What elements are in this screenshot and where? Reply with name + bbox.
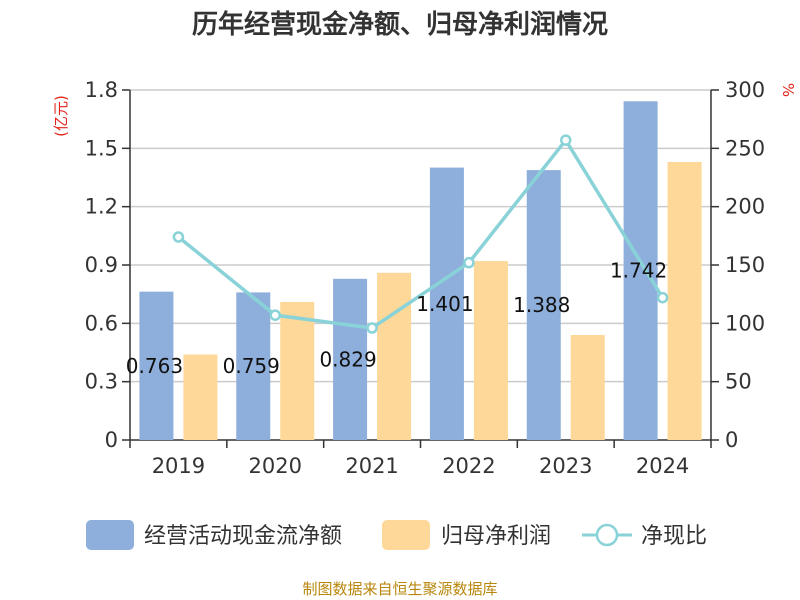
y-right-tick-label: 50 xyxy=(725,370,752,394)
y-right-tick-label: 150 xyxy=(725,253,765,277)
y-right-axis-title: % xyxy=(779,83,797,97)
y-left-tick-label: 0 xyxy=(105,428,118,452)
cash-flow-bar xyxy=(236,292,271,440)
x-tick-label: 2022 xyxy=(442,454,495,478)
bar-value-label: 0.829 xyxy=(319,347,376,371)
ratio-line-point xyxy=(656,291,669,304)
cash-flow-bar xyxy=(333,278,368,440)
net-profit-bar xyxy=(667,161,702,440)
ratio-line-point xyxy=(560,134,572,146)
bars xyxy=(139,101,702,441)
y-left-tick-label: 1.5 xyxy=(85,136,118,160)
bar-value-label: 1.401 xyxy=(416,292,473,316)
legend-swatch-cash-flow xyxy=(86,520,134,550)
chart-title: 历年经营现金净额、归母净利润情况 xyxy=(191,10,608,40)
ratio-line-point xyxy=(366,322,378,334)
source-note: 制图数据来自恒生聚源数据库 xyxy=(302,580,498,598)
y-left-tick-label: 0.6 xyxy=(85,311,118,335)
ratio-line-point xyxy=(172,231,185,243)
ratio-line xyxy=(172,134,669,334)
x-tick-label: 2023 xyxy=(539,454,592,478)
gridlines xyxy=(130,89,711,383)
y-right-tick-label: 300 xyxy=(725,78,765,102)
bar-value-label: 0.759 xyxy=(223,354,280,378)
legend-swatch-ratio-marker xyxy=(595,523,619,547)
legend-swatch-net-profit xyxy=(382,520,430,550)
bar-value-label: 1.388 xyxy=(513,293,570,317)
bar-value-label: 1.742 xyxy=(610,259,667,283)
y-left-tick-label: 1.2 xyxy=(85,195,118,219)
x-tick-label: 2019 xyxy=(152,454,205,478)
axes: 0 0.3 0.6 0.9 1.2 1.5 1.8 0 50 100 150 200 250 300 (亿元… xyxy=(52,78,797,478)
legend-label-net-profit: 归母净利润 xyxy=(441,524,551,549)
x-tick-label: 2021 xyxy=(345,454,398,478)
net-profit-bar xyxy=(183,354,218,440)
y-left-tick-label: 0.9 xyxy=(85,253,118,277)
x-tick-label: 2024 xyxy=(636,454,689,478)
y-right-tick-label: 200 xyxy=(725,195,765,219)
x-tick-label: 2020 xyxy=(249,454,302,478)
y-left-tick-label: 0.3 xyxy=(85,370,118,394)
cash-flow-bar xyxy=(526,170,561,440)
legend-label-cash-flow: 经营活动现金流净额 xyxy=(144,524,342,549)
ratio-line-path xyxy=(177,137,665,330)
y-right-tick-label: 250 xyxy=(725,136,765,160)
y-left-axis-title: (亿元) xyxy=(52,95,70,137)
data-labels: 0.763 0.759 0.829 1.401 1.388 1.742 xyxy=(126,259,667,379)
net-profit-bar xyxy=(377,272,412,440)
ratio-line-point xyxy=(269,309,281,321)
net-profit-bar xyxy=(473,261,508,440)
net-profit-bar xyxy=(570,335,605,440)
cash-flow-bar xyxy=(623,101,658,441)
y-left-tick-label: 1.8 xyxy=(85,78,118,102)
net-profit-bar xyxy=(280,301,315,440)
y-right-tick-label: 100 xyxy=(725,311,765,335)
cash-flow-bar xyxy=(139,291,174,440)
y-right-tick-label: 0 xyxy=(725,428,738,452)
cash-flow-bar xyxy=(429,167,464,441)
bar-value-label: 0.763 xyxy=(126,354,183,378)
legend: 经营活动现金流净额 归母净利润 净现比 xyxy=(86,520,707,550)
ratio-line-point xyxy=(463,256,475,269)
legend-label-ratio: 净现比 xyxy=(641,524,707,549)
